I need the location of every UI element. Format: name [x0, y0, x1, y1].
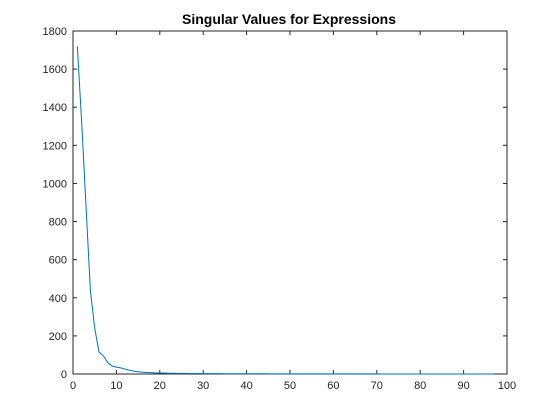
x-tick-label: 90	[457, 380, 469, 392]
y-tick-label: 600	[49, 255, 67, 267]
x-tick-label: 30	[197, 380, 209, 392]
x-tick-label: 80	[414, 380, 426, 392]
x-tick-label: 50	[284, 380, 296, 392]
x-tick-label: 20	[154, 380, 166, 392]
x-tick-label: 40	[240, 380, 252, 392]
series-layer	[76, 46, 494, 375]
x-tick-label: 100	[498, 380, 516, 392]
x-tick-label: 70	[371, 380, 383, 392]
y-tick-label: 0	[61, 369, 67, 381]
x-axis: 0 10 20 30 40 50 60 70 80 90 100	[70, 31, 516, 392]
y-tick-label: 1000	[43, 178, 67, 190]
y-tick-label: 1800	[43, 26, 67, 38]
y-axis: 0 200 400 600 800 1000 1200 1400 1600 1800	[43, 26, 507, 381]
y-tick-label: 800	[49, 217, 67, 229]
y-tick-label: 1600	[43, 64, 67, 76]
y-tick-label: 1200	[43, 140, 67, 152]
y-tick-label: 200	[49, 331, 67, 343]
x-tick-label: 0	[70, 380, 76, 392]
y-tick-label: 1400	[43, 102, 67, 114]
series-line	[76, 46, 494, 375]
chart-title: Singular Values for Expressions	[182, 11, 396, 27]
plot-area	[72, 30, 508, 375]
y-tick-label: 400	[49, 293, 67, 305]
x-tick-label: 60	[327, 380, 339, 392]
x-tick-label: 10	[110, 380, 122, 392]
